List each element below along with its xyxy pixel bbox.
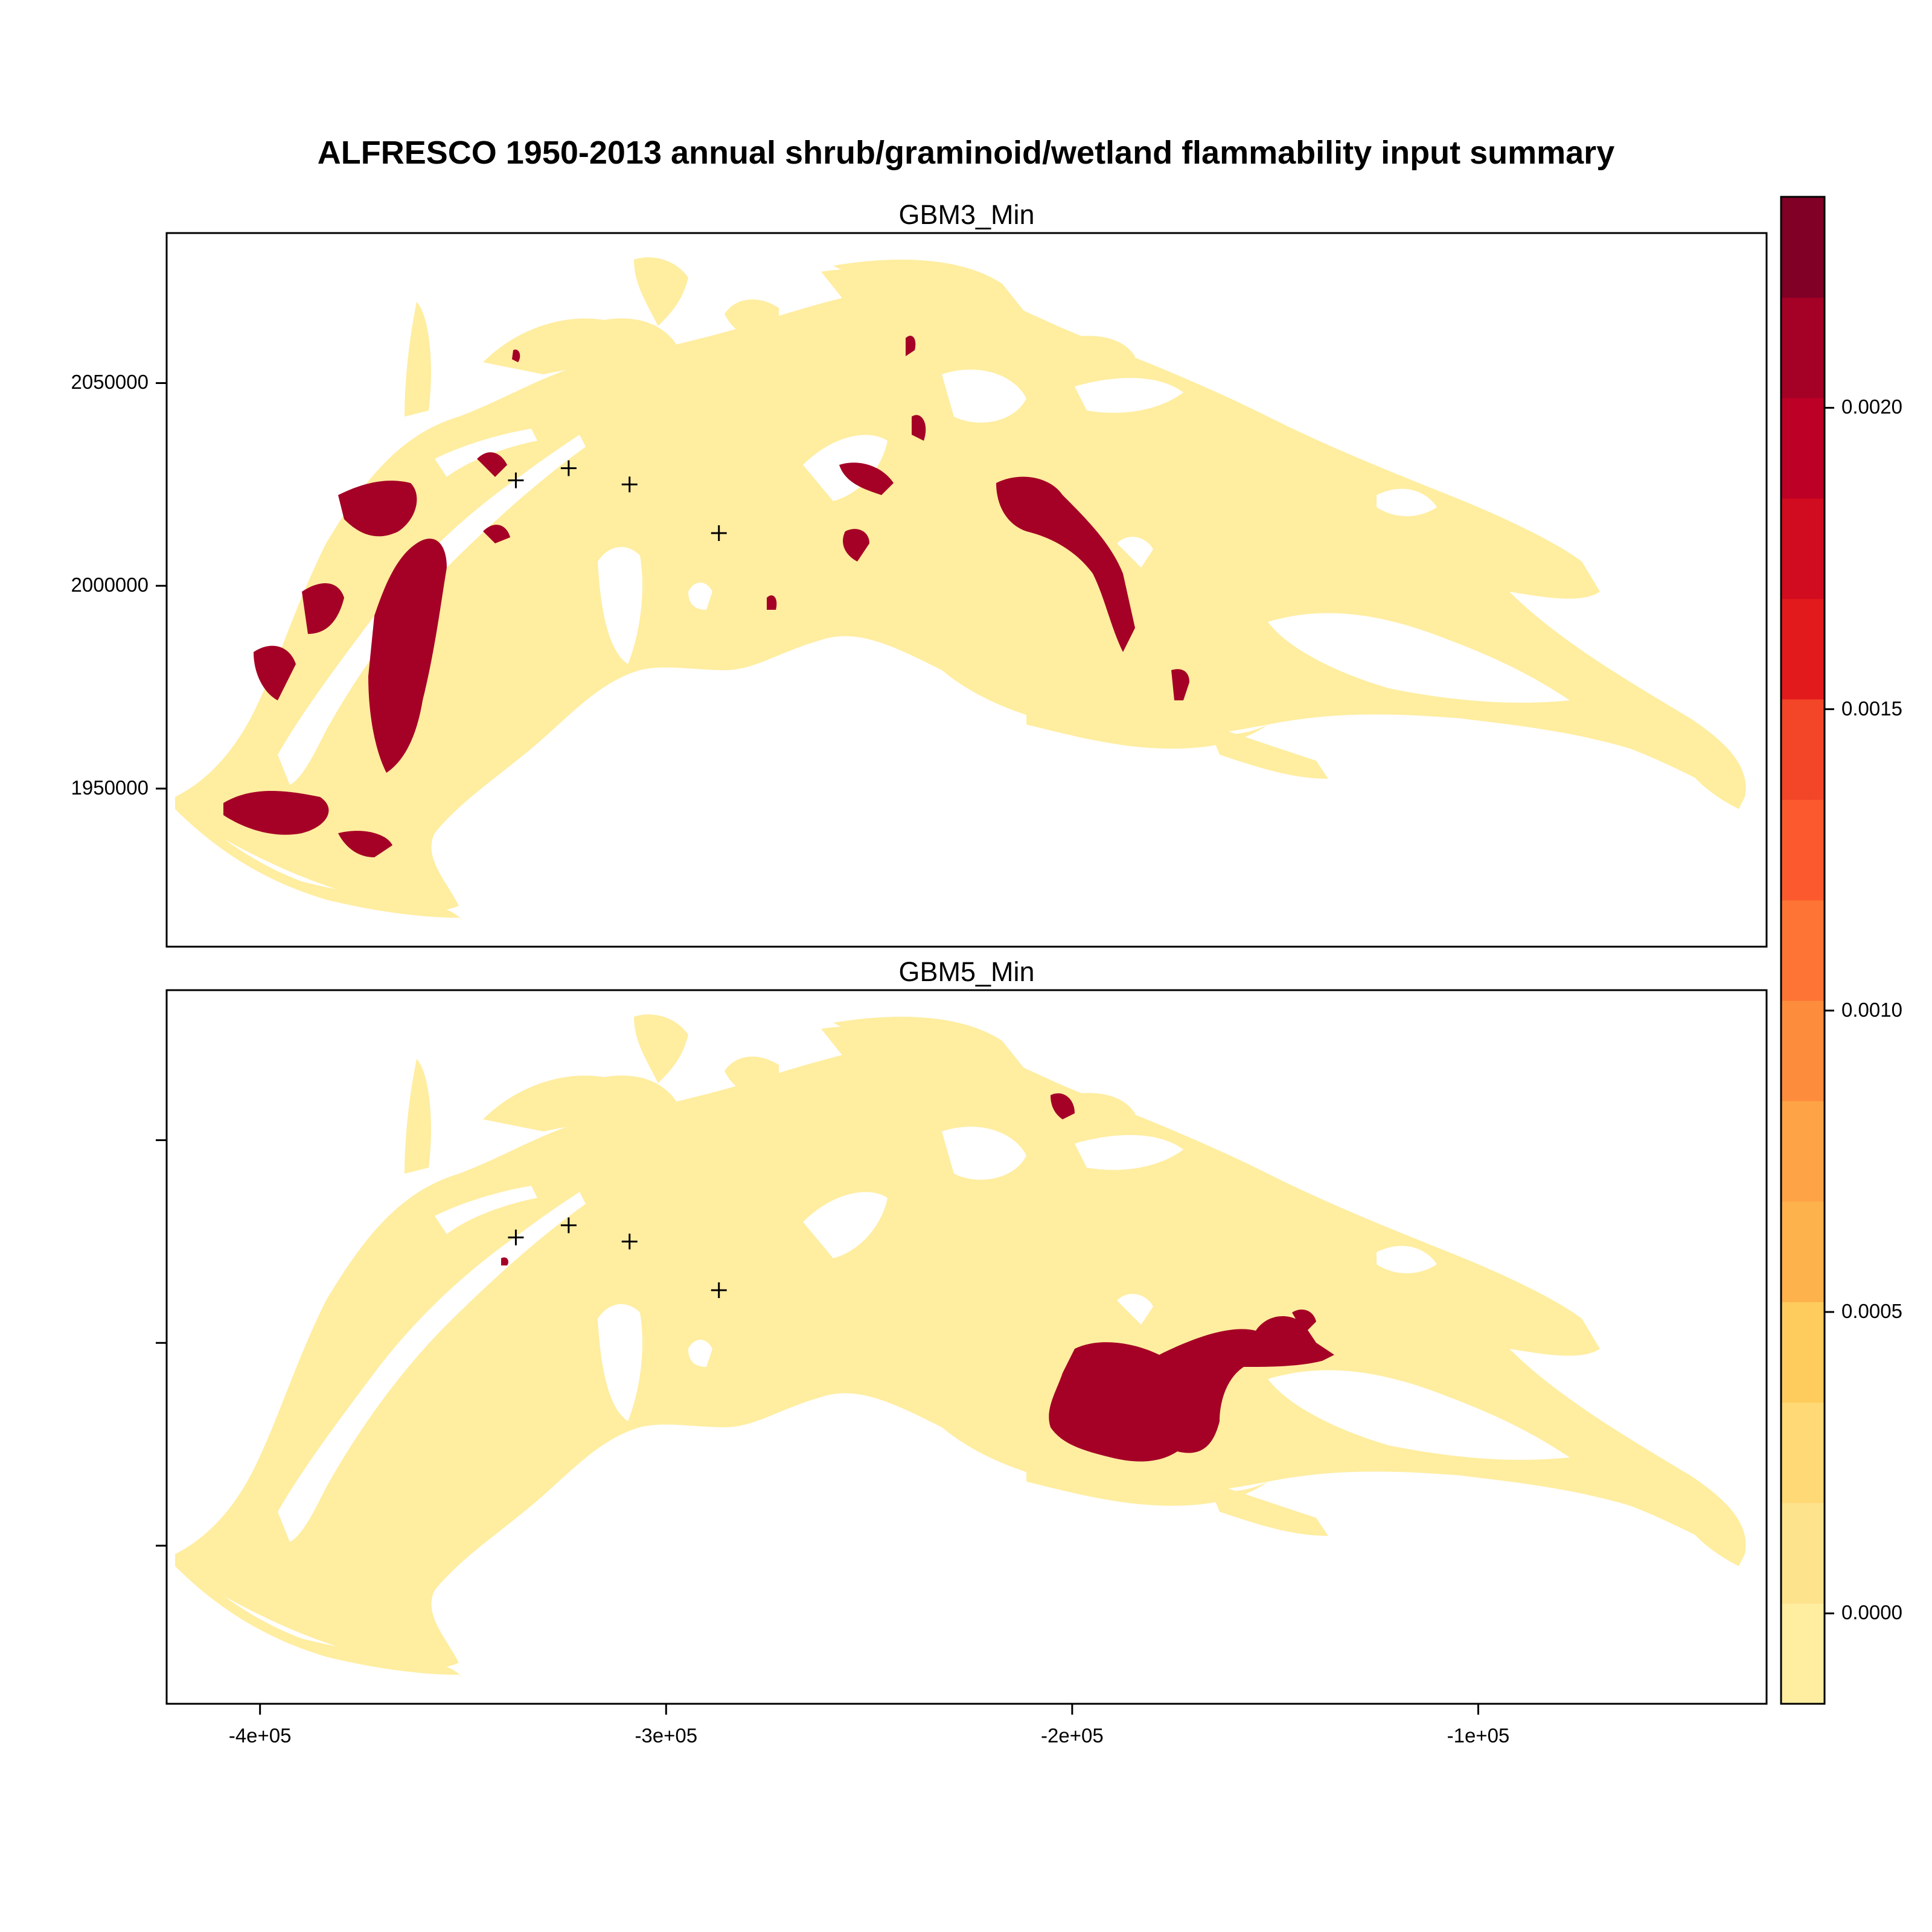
x-tick-label: -1e+05 [1447,1724,1510,1747]
colorkey-band [1781,699,1825,800]
location-marker [508,1229,524,1246]
colorkey-band [1781,197,1825,298]
colorkey-tick-label: 0.0015 [1841,697,1902,720]
x-tick-label: -3e+05 [635,1724,698,1747]
colorkey-band [1781,1402,1825,1503]
colorkey-tick-label: 0.0010 [1841,998,1902,1021]
colorkey-band [1781,498,1825,600]
location-marker [560,1217,577,1233]
map-raster-gbm3 [175,257,1746,920]
markers-gbm5 [508,1217,727,1298]
colorkey [1780,196,1834,1705]
land-region [175,1014,1746,1677]
markers-gbm3 [508,460,727,541]
x-tick-label: -2e+05 [1041,1724,1104,1747]
colorkey-band [1781,1101,1825,1202]
location-marker [711,525,727,541]
colorkey-band [1781,799,1825,901]
y-tick-label: 2050000 [71,371,149,394]
map-raster-gbm5 [175,1014,1746,1677]
panel-label-gbm3: GBM3_Min [898,199,1035,230]
land-region [175,257,1746,920]
colorkey-tick-label: 0.0005 [1841,1300,1902,1323]
location-marker [621,1233,638,1250]
panel-label-gbm5: GBM5_Min [898,956,1035,987]
colorkey-tick-label: 0.0020 [1841,395,1902,418]
colorkey-band [1781,1000,1825,1102]
water-gaps [278,369,1570,785]
water-gaps [278,1127,1570,1542]
axis-ticks [156,382,1479,1715]
high-flammability-cells [501,1093,1334,1462]
colorkey-band [1781,1201,1825,1302]
location-marker [621,476,638,493]
chart-title: ALFRESCO 1950-2013 annual shrub/graminoi… [317,135,1615,171]
colorkey-band [1781,1603,1825,1704]
y-tick-label: 2000000 [71,574,149,597]
location-marker [508,472,524,488]
location-marker [560,460,577,476]
panel-frame-gbm3 [165,232,1768,948]
high-flammability-cells [223,336,1189,857]
colorkey-band [1781,297,1825,398]
colorkey-band [1781,900,1825,1001]
colorkey-frame [1780,196,1826,1705]
panel-frame-gbm5 [165,989,1768,1705]
colorkey-tick-label: 0.0000 [1841,1601,1902,1624]
location-marker [711,1282,727,1298]
colorkey-band [1781,1503,1825,1604]
y-tick-label: 1950000 [71,776,149,799]
colorkey-band [1781,598,1825,700]
colorkey-band [1781,397,1825,499]
x-tick-label: -4e+05 [228,1724,292,1747]
colorkey-band [1781,1302,1825,1403]
